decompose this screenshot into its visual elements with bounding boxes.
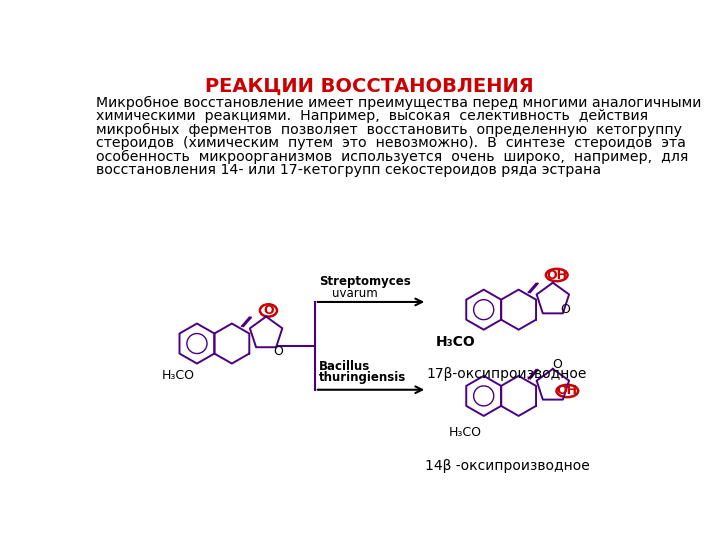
Text: РЕАКЦИИ ВОССТАНОВЛЕНИЯ: РЕАКЦИИ ВОССТАНОВЛЕНИЯ [204, 77, 534, 96]
Text: H₃CO: H₃CO [449, 427, 482, 440]
Text: H₃CO: H₃CO [162, 369, 195, 382]
Text: OH: OH [557, 384, 578, 397]
Text: микробных  ферментов  позволяет  восстановить  определенную  кетогруппу: микробных ферментов позволяет восстанови… [96, 123, 683, 137]
Text: uvarum: uvarum [332, 287, 377, 300]
Text: 14β -оксипроизводное: 14β -оксипроизводное [425, 459, 590, 473]
Text: стероидов  (химическим  путем  это  невозможно).  В  синтезе  стероидов  эта: стероидов (химическим путем это невозмож… [96, 136, 686, 150]
Text: особенность  микроорганизмов  используется  очень  широко,  например,  для: особенность микроорганизмов используется… [96, 150, 688, 164]
Text: химическими  реакциями.  Например,  высокая  селективность  действия: химическими реакциями. Например, высокая… [96, 109, 648, 123]
Text: восстановления 14- или 17-кетогрупп секостероидов ряда эстрана: восстановления 14- или 17-кетогрупп секо… [96, 163, 601, 177]
Text: Микробное восстановление имеет преимущества перед многими аналогичными: Микробное восстановление имеет преимущес… [96, 96, 701, 110]
Text: thuringiensis: thuringiensis [319, 370, 406, 383]
Text: 17β-оксипроизводное: 17β-оксипроизводное [427, 367, 587, 381]
Text: O: O [263, 304, 274, 317]
Text: O: O [274, 345, 284, 358]
Text: O: O [561, 303, 570, 316]
Text: H₃CO: H₃CO [436, 335, 475, 349]
Text: OH: OH [546, 268, 567, 281]
Text: O: O [552, 358, 562, 371]
Text: Streptomyces: Streptomyces [319, 275, 410, 288]
Text: Bacillus: Bacillus [319, 360, 370, 373]
